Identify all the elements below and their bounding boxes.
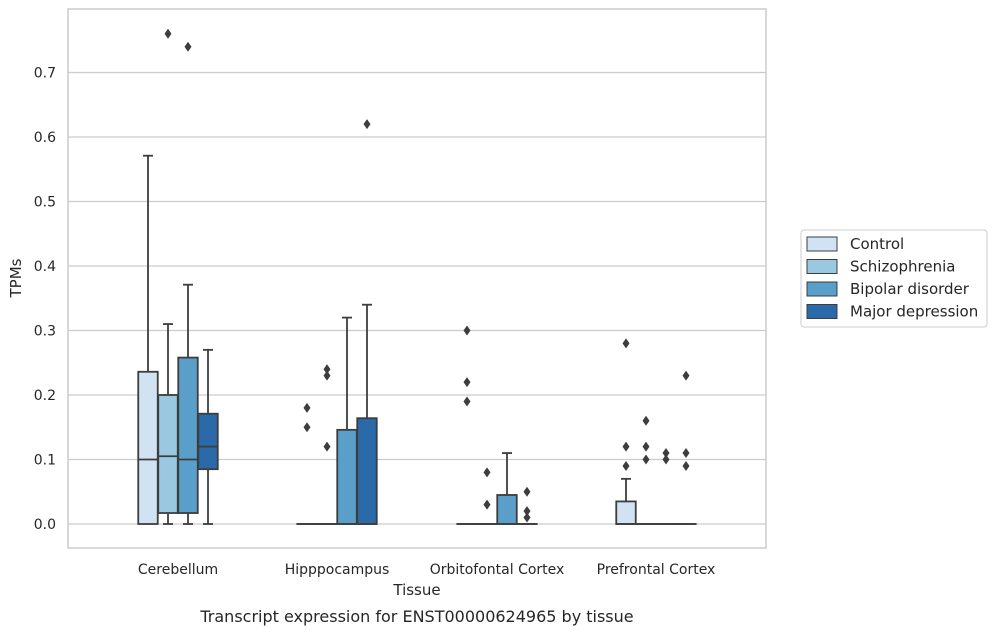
box-hipppocampus-major-depression <box>356 119 378 525</box>
outlier-point <box>662 454 670 465</box>
x-tick-label: Hipppocampus <box>285 562 390 578</box>
outlier-point <box>642 441 650 452</box>
outlier-point <box>523 506 531 517</box>
outlier-point <box>483 467 491 478</box>
box-prefrontal-cortex-control <box>615 338 637 525</box>
legend-label: Schizophrenia <box>850 258 955 276</box>
legend-swatch <box>806 259 838 274</box>
box-body <box>336 428 358 525</box>
box-body <box>137 370 159 525</box>
legend-frame <box>800 229 988 328</box>
outlier-point <box>622 441 630 452</box>
box-body <box>496 494 518 525</box>
y-tick-label: 0.5 <box>34 195 56 211</box>
outlier-point <box>303 402 311 413</box>
outlier-point <box>363 119 371 130</box>
y-tick-label: 0.7 <box>34 66 56 82</box>
outlier-point <box>642 415 650 426</box>
box-cerebellum-major-depression <box>197 348 219 525</box>
y-tick-label: 0.2 <box>34 388 56 404</box>
x-tick-label: Prefrontal Cortex <box>597 562 716 578</box>
box-layer <box>137 28 697 525</box>
outlier-point <box>323 441 331 452</box>
y-tick-label: 0.4 <box>34 259 56 275</box>
outlier-point <box>523 512 531 523</box>
outlier-point <box>483 499 491 510</box>
box-body <box>197 412 219 471</box>
legend-label: Major depression <box>850 303 978 321</box>
box-prefrontal-cortex-bipolar-disorder <box>655 448 677 525</box>
box-hipppocampus-schizophrenia <box>316 364 338 525</box>
outlier-point <box>463 396 471 407</box>
outlier-point <box>622 338 630 349</box>
plot-frame <box>67 8 767 549</box>
legend-swatch <box>806 236 838 252</box>
legend-swatch <box>806 281 838 297</box>
x-tick-labels: Cerebellum Hipppocampus Orbitofontal Corte… <box>138 562 715 578</box>
box-hipppocampus-control <box>296 402 318 525</box>
outlier-point <box>523 486 531 497</box>
outlier-point <box>662 448 670 459</box>
y-tick-label: 0.6 <box>34 130 56 146</box>
box-cerebellum-control <box>137 154 159 525</box>
box-prefrontal-cortex-major-depression <box>675 370 697 525</box>
y-tick-label: 0.1 <box>34 453 56 469</box>
box-hipppocampus-bipolar-disorder <box>336 316 358 525</box>
outlier-point <box>323 364 331 375</box>
legend-label: Control <box>850 235 904 253</box>
x-axis-label: Tissue <box>392 581 440 599</box>
outlier-point <box>463 377 471 388</box>
x-tick-label: Orbitofontal Cortex <box>430 562 565 578</box>
y-axis-label: TPMs <box>7 258 25 298</box>
box-body <box>157 394 179 514</box>
outlier-point <box>184 41 192 52</box>
outlier-point <box>164 28 172 39</box>
outlier-point <box>682 370 690 381</box>
box-cerebellum-bipolar-disorder <box>177 41 199 525</box>
outlier-point <box>682 460 690 471</box>
outlier-point <box>323 370 331 381</box>
legend-swatch <box>806 304 838 319</box>
outlier-point <box>303 422 311 433</box>
box-body <box>356 417 378 525</box>
box-body <box>177 356 199 514</box>
outlier-point <box>463 325 471 336</box>
y-tick-label: 0.3 <box>34 324 56 340</box>
legend-label: Bipolar disorder <box>850 280 970 298</box>
legend: Control Schizophrenia Bipolar disorder Majo… <box>800 229 988 328</box>
y-tick-labels: 0.0 0.1 0.2 0.3 0.4 0.5 0.6 0.7 <box>34 66 56 534</box>
box-orbitofontal-cortex-major-depression <box>516 486 538 525</box>
box-cerebellum-schizophrenia <box>157 28 179 525</box>
box-orbitofontal-cortex-control <box>456 325 478 525</box>
outlier-point <box>682 448 690 459</box>
outlier-point <box>642 454 650 465</box>
chart-caption: Transcript expression for ENST0000062496… <box>199 607 633 626</box>
outlier-point <box>622 460 630 471</box>
box-orbitofontal-cortex-bipolar-disorder <box>496 452 518 525</box>
box-body <box>615 500 637 525</box>
box-orbitofontal-cortex-schizophrenia <box>476 467 498 525</box>
y-tick-label: 0.0 <box>34 517 56 533</box>
box-prefrontal-cortex-schizophrenia <box>635 415 657 525</box>
x-tick-label: Cerebellum <box>138 562 218 578</box>
